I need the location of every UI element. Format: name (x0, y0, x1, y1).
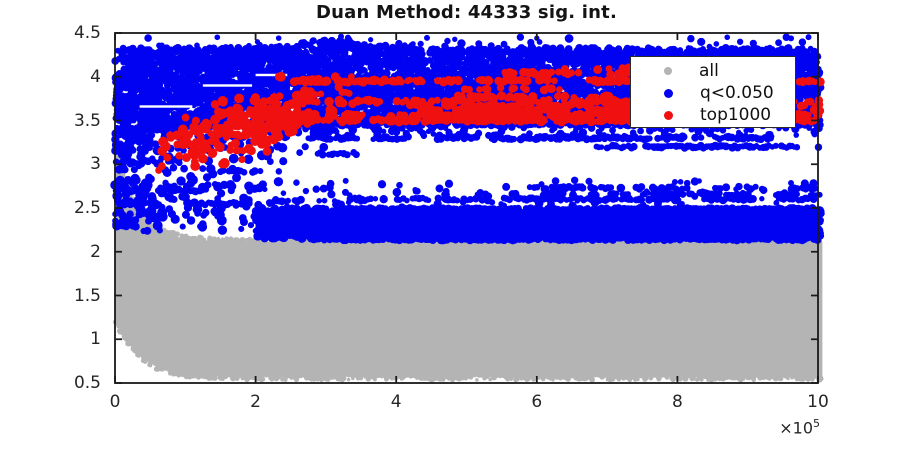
y-tick-label: 2 (90, 241, 101, 262)
y-tick-label: 4 (90, 66, 101, 87)
y-tick-label: 1 (90, 329, 101, 350)
y-tick-label: 4.5 (73, 23, 101, 43)
x-axis-exponent-base: ×10 (779, 418, 813, 438)
x-axis-exponent-sup: 5 (813, 417, 820, 430)
legend-marker-q (664, 88, 673, 98)
legend-box: all q<0.050 top1000 (630, 56, 796, 128)
y-tick-label: 2.5 (73, 198, 101, 218)
y-tick-label: 3 (90, 154, 101, 175)
legend-row-all: all (631, 60, 795, 82)
legend-row-top1000: top1000 (631, 104, 795, 126)
legend-marker-all (664, 67, 672, 75)
x-tick-label: 4 (390, 392, 402, 412)
y-tick-label: 1.5 (73, 285, 101, 306)
legend-label-q: q<0.050 (700, 83, 774, 103)
legend-row-q: q<0.050 (631, 82, 795, 104)
legend-marker-top1000 (664, 110, 673, 120)
x-axis-exponent-label: ×105 (779, 417, 820, 437)
x-tick-label: 8 (671, 392, 683, 412)
legend-label-top1000: top1000 (700, 105, 772, 125)
x-tick-label: 0 (109, 392, 121, 412)
y-tick-label: 0.5 (73, 373, 101, 393)
x-tick-label: 10 (807, 392, 829, 412)
x-tick-label: 2 (250, 392, 261, 412)
y-tick-label: 3.5 (73, 110, 101, 131)
legend-label-all: all (699, 61, 719, 81)
x-tick-label: 6 (531, 392, 543, 412)
chart-title: Duan Method: 44333 sig. int. (315, 2, 618, 23)
